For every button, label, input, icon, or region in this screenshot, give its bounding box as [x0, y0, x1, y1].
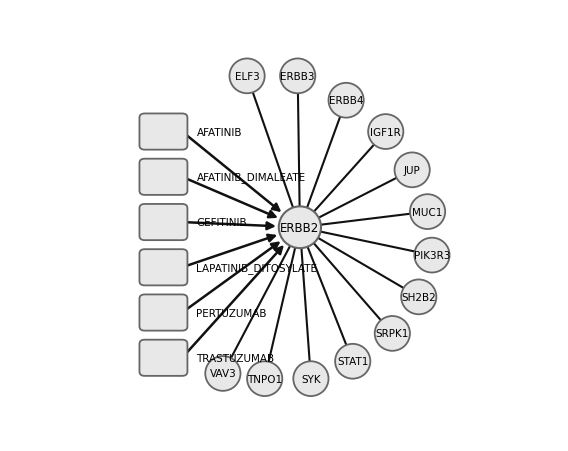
Text: GEFITINIB: GEFITINIB	[197, 217, 247, 228]
Text: PIK3R3: PIK3R3	[414, 251, 450, 261]
Text: SYK: SYK	[301, 374, 321, 384]
FancyBboxPatch shape	[140, 159, 187, 195]
Text: ERBB2: ERBB2	[280, 221, 320, 234]
Text: AFATINIB: AFATINIB	[197, 127, 242, 137]
Text: SRPK1: SRPK1	[375, 329, 409, 339]
Ellipse shape	[247, 361, 282, 396]
FancyBboxPatch shape	[140, 340, 187, 376]
Ellipse shape	[368, 115, 403, 150]
Text: ERBB3: ERBB3	[281, 72, 315, 82]
Ellipse shape	[328, 83, 364, 118]
Ellipse shape	[229, 60, 265, 94]
Text: ELF3: ELF3	[235, 72, 260, 82]
Ellipse shape	[335, 344, 370, 379]
FancyBboxPatch shape	[140, 114, 187, 150]
FancyBboxPatch shape	[140, 295, 187, 331]
Ellipse shape	[401, 280, 436, 315]
Text: STAT1: STAT1	[337, 356, 369, 367]
Text: VAV3: VAV3	[210, 368, 236, 378]
Ellipse shape	[280, 60, 315, 94]
Ellipse shape	[410, 195, 445, 230]
Text: AFATINIB_DIMALEATE: AFATINIB_DIMALEATE	[197, 172, 306, 183]
Text: IGF1R: IGF1R	[370, 127, 401, 137]
Ellipse shape	[205, 356, 240, 391]
Ellipse shape	[375, 316, 410, 351]
Text: MUC1: MUC1	[412, 207, 442, 217]
Ellipse shape	[293, 361, 328, 396]
FancyBboxPatch shape	[140, 204, 187, 240]
FancyBboxPatch shape	[140, 250, 187, 286]
Ellipse shape	[414, 238, 449, 273]
Text: PERTUZUMAB: PERTUZUMAB	[197, 308, 267, 318]
Text: SH2B2: SH2B2	[402, 292, 436, 302]
Text: TRASTUZUMAB: TRASTUZUMAB	[197, 353, 274, 363]
Text: ERBB4: ERBB4	[329, 96, 364, 106]
Text: JUP: JUP	[404, 166, 420, 175]
Ellipse shape	[395, 153, 430, 188]
Ellipse shape	[279, 207, 321, 249]
Text: TNPO1: TNPO1	[247, 374, 282, 384]
Text: LAPATINIB_DITOSYLATE: LAPATINIB_DITOSYLATE	[197, 262, 318, 273]
